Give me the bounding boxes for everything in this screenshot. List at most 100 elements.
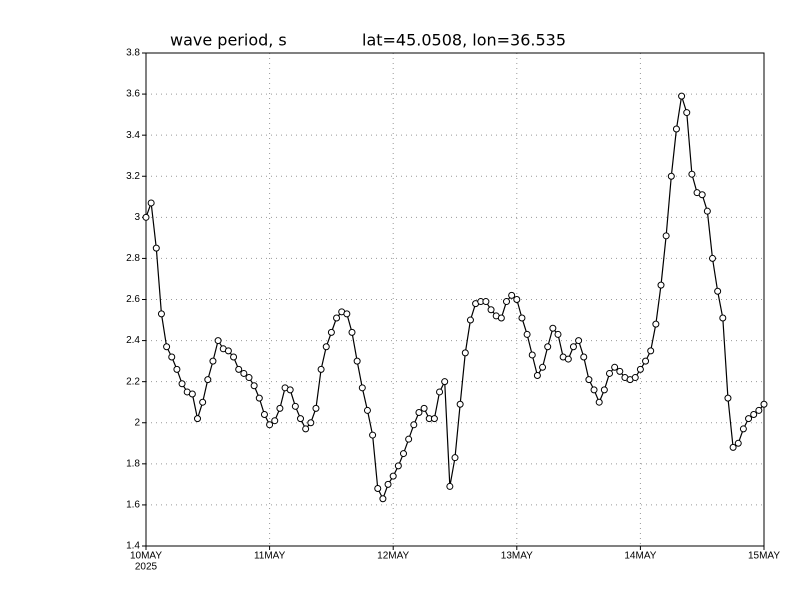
data-point [518,314,526,322]
data-point [276,404,284,412]
year-label: 2025 [135,562,158,573]
y-tick-label: 2.4 [126,335,140,346]
data-point [286,386,294,394]
data-point [188,390,196,398]
y-tick-label: 2.2 [126,376,140,387]
data-point [363,406,371,414]
data-point [642,357,650,365]
data-point [142,213,150,221]
chart-subtitle: lat=45.0508, lon=36.535 [362,31,566,50]
data-point [312,404,320,412]
data-point [353,357,361,365]
data-point [539,363,547,371]
data-point [580,353,588,361]
x-tick-label: 13MAY [501,551,533,562]
data-point [327,328,335,336]
data-point [430,415,438,423]
data-point [647,347,655,355]
data-point [729,443,737,451]
data-point [724,394,732,402]
data-point [343,310,351,318]
data-point [549,324,557,332]
data-point [466,316,474,324]
data-point [245,374,253,382]
data-point [600,386,608,394]
data-point [606,369,613,377]
data-point [672,125,680,133]
data-point [554,330,562,338]
data-point [745,415,753,423]
data-point [255,394,263,402]
data-point [410,421,418,429]
data-point [240,369,248,377]
x-tick-label: 10MAY [130,551,162,562]
y-tick-label: 2.8 [126,253,140,264]
data-point [194,415,201,423]
data-point [678,92,686,100]
data-point [317,365,325,373]
data-point [394,462,402,470]
data-point [456,400,464,408]
data-point [384,480,392,488]
data-point [513,296,521,303]
data-point [307,419,315,427]
data-point [420,404,428,412]
data-point [271,417,279,425]
plot-frame [145,52,765,547]
data-point [369,431,377,439]
data-point [415,408,423,416]
data-point [230,353,238,361]
data-point [497,314,505,322]
x-tick-label: 14MAY [624,551,656,562]
data-point [451,454,459,462]
data-point [446,482,454,490]
data-point [508,291,516,299]
data-point [698,191,706,199]
series-line [145,95,765,501]
y-tick-label: 3.2 [126,171,140,182]
data-point [652,320,660,328]
data-point [163,343,171,351]
data-point [523,330,531,338]
data-point [389,472,397,480]
data-point [487,306,495,314]
data-point [204,376,212,384]
data-point [461,349,469,357]
data-point [528,351,536,359]
data-point [291,402,299,410]
y-tick-label: 1.8 [126,458,140,469]
data-point [358,384,366,392]
data-point [199,398,207,406]
data-point [714,287,722,295]
data-point [379,495,387,503]
data-point [739,425,747,433]
data-point [662,232,670,240]
data-point [168,353,176,361]
y-tick-label: 3.8 [126,48,140,59]
data-point [657,281,665,289]
data-point [755,406,763,414]
data-point [333,314,341,322]
data-point [503,298,510,306]
data-point [152,244,160,252]
chart-title: wave period, s [170,31,287,50]
data-point [611,363,619,371]
data-point [688,170,696,178]
data-point [631,374,639,382]
y-tick-label: 3.6 [126,89,140,100]
data-point [209,357,217,365]
data-point [157,310,165,318]
x-tick-label: 11MAY [254,551,286,562]
data-point [400,450,407,458]
data-point [302,425,310,433]
data-point [709,254,716,262]
x-tick-label: 12MAY [377,551,409,562]
data-point [250,382,258,390]
data-point [544,343,552,351]
data-point [482,298,490,306]
data-point [173,365,181,373]
data-point [703,207,711,215]
data-point [178,380,186,388]
